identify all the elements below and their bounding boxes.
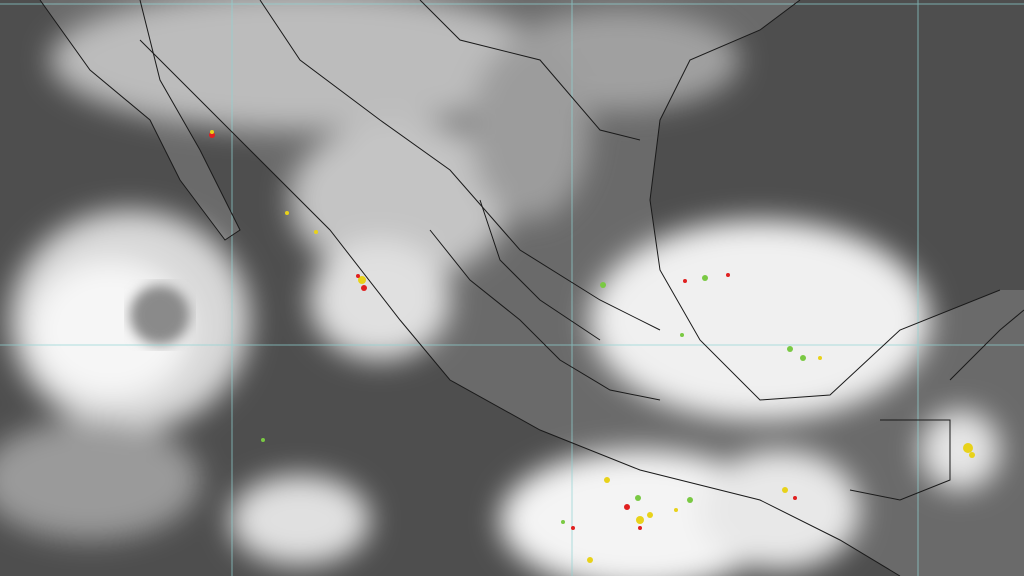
lightning-strikes [209,130,975,563]
coastlines-borders [39,0,1024,576]
hurricane-eye [130,285,190,345]
